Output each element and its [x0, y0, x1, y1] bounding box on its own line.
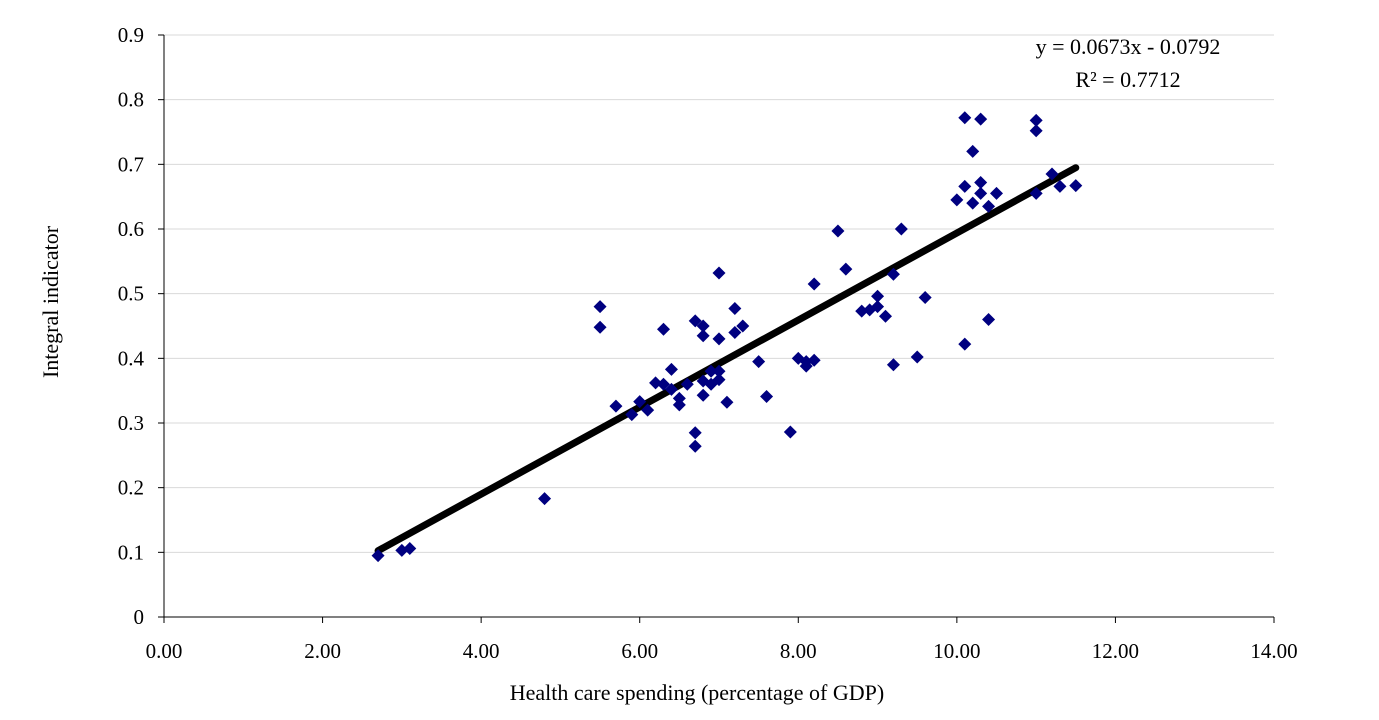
data-point	[871, 289, 885, 303]
data-point	[688, 314, 702, 328]
data-point	[688, 426, 702, 440]
data-point	[958, 111, 972, 125]
data-point	[712, 373, 726, 387]
y-tick-label: 0.2	[118, 476, 144, 500]
data-point	[910, 350, 924, 364]
data-point	[657, 377, 670, 391]
data-point	[704, 364, 718, 378]
data-point	[609, 399, 623, 413]
data-point	[760, 389, 774, 403]
data-point	[736, 319, 750, 333]
data-point	[1069, 179, 1083, 193]
data-point	[886, 267, 900, 281]
x-tick-label: 2.00	[304, 639, 341, 663]
data-point	[649, 376, 663, 390]
axes-layer	[163, 35, 1274, 618]
data-point	[720, 395, 734, 409]
data-point	[728, 325, 742, 339]
data-point	[783, 425, 797, 439]
data-point	[839, 262, 853, 276]
x-tick-label: 8.00	[780, 639, 817, 663]
y-tick-label: 0.6	[118, 217, 144, 241]
data-point	[831, 224, 845, 238]
y-tick-label: 0.7	[118, 152, 144, 176]
y-tick-label: 0.4	[118, 346, 145, 370]
data-point	[807, 277, 821, 291]
y-tick-label: 0.9	[118, 23, 144, 47]
trendline-equation: y = 0.0673x - 0.0792	[1036, 34, 1221, 59]
data-point	[982, 313, 996, 327]
data-point	[633, 395, 647, 409]
data-point	[894, 222, 908, 236]
data-point	[1029, 186, 1043, 200]
data-point	[855, 304, 869, 318]
data-point	[958, 179, 972, 193]
y-tick-label: 0.3	[118, 411, 144, 435]
x-axis-title: Health care spending (percentage of GDP)	[510, 680, 884, 705]
data-point	[974, 112, 988, 126]
y-tick-label: 0.1	[118, 540, 144, 564]
data-point	[886, 358, 900, 372]
data-point	[688, 439, 702, 453]
grid-layer	[164, 34, 1274, 553]
y-tick-label: 0.5	[118, 282, 144, 306]
y-axis-title: Integral indicator	[38, 225, 63, 378]
data-point	[371, 549, 385, 563]
data-point	[728, 302, 742, 316]
x-tick-label: 0.00	[146, 639, 183, 663]
points-layer	[371, 111, 1083, 563]
data-point	[403, 541, 417, 555]
x-tick-label: 12.00	[1092, 639, 1139, 663]
data-point	[974, 175, 988, 189]
data-point	[696, 388, 710, 402]
data-point	[1045, 167, 1059, 181]
r-squared-label: R² = 0.7712	[1075, 67, 1180, 92]
y-tick-label: 0.8	[118, 88, 144, 112]
x-tick-label: 4.00	[463, 639, 500, 663]
data-point	[799, 359, 813, 373]
data-point	[990, 186, 1003, 200]
data-point	[1029, 124, 1043, 138]
data-point	[1053, 179, 1067, 193]
data-point	[712, 266, 726, 280]
data-point	[664, 362, 678, 376]
data-point	[696, 319, 710, 333]
y-tick-label: 0	[134, 605, 145, 629]
data-point	[712, 364, 726, 378]
trendline-layer	[374, 164, 1080, 555]
data-point	[879, 309, 892, 323]
data-point	[672, 391, 686, 405]
data-point	[538, 492, 552, 506]
x-tick-label: 14.00	[1250, 639, 1297, 663]
data-point	[712, 332, 726, 346]
data-point	[664, 382, 678, 396]
data-point	[966, 144, 980, 158]
data-point	[950, 193, 964, 207]
data-point	[871, 300, 885, 314]
data-point	[974, 186, 988, 200]
data-point	[966, 196, 980, 210]
data-point	[680, 377, 694, 391]
data-point	[696, 329, 710, 343]
x-tick-label: 10.00	[933, 639, 980, 663]
trendline	[374, 164, 1080, 555]
data-point	[641, 403, 655, 417]
data-point	[807, 353, 821, 367]
data-point	[752, 355, 766, 369]
data-point	[958, 337, 972, 351]
data-point	[1029, 113, 1043, 127]
data-point	[657, 322, 670, 336]
tick-layer: 0 0.1 0.2 0.3 0.4 0.5 0.6 0.7 0.8 0.9 0.00 2.00 4.00…	[118, 23, 1298, 663]
x-tick-label: 6.00	[621, 639, 658, 663]
data-point	[593, 320, 607, 334]
data-point	[982, 199, 996, 213]
data-point	[918, 291, 932, 305]
data-point	[625, 408, 639, 422]
data-point	[593, 300, 607, 314]
